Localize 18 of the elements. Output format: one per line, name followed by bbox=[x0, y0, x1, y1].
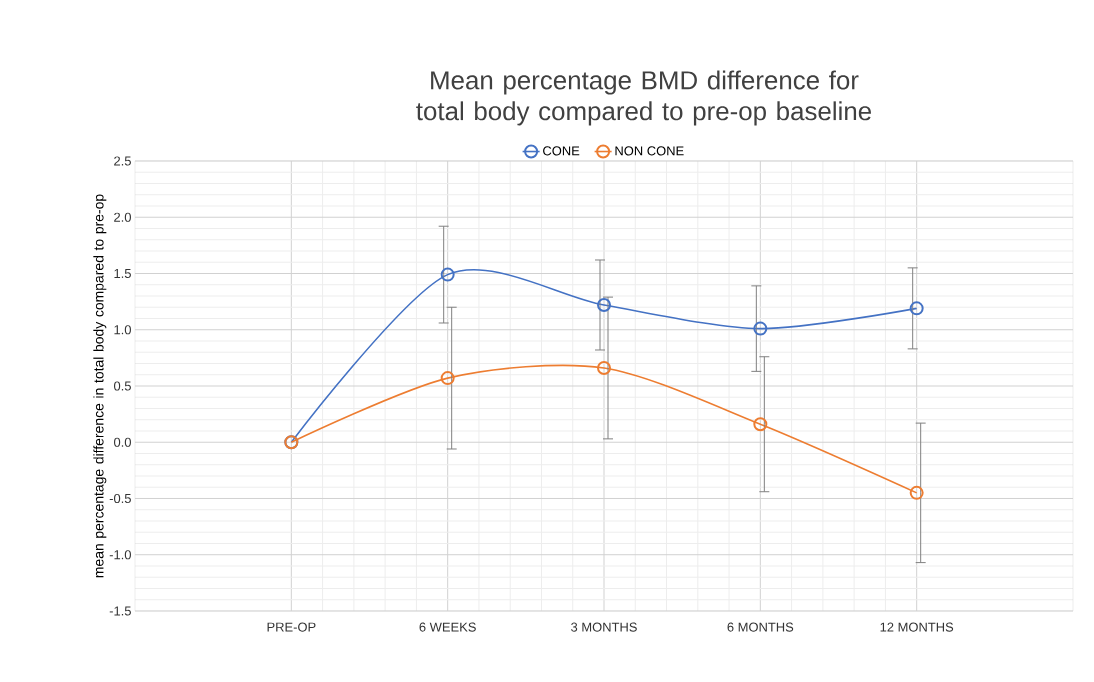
chart-title: Mean percentage BMD difference for total body compared to pre-op baseline bbox=[416, 70, 871, 126]
legend-label: NON CONE bbox=[615, 146, 684, 156]
x-tick-label: 3 MONTHS bbox=[571, 622, 637, 632]
y-tick-label: -0.5 bbox=[109, 493, 131, 504]
y-tick-label: 1.0 bbox=[114, 325, 131, 335]
y-axis-title: mean percentage difference in total body compared to pre-op bbox=[93, 194, 107, 578]
y-tick-label: -1.5 bbox=[109, 606, 131, 616]
legend-label: CONE bbox=[543, 146, 580, 156]
y-tick-label: 2.0 bbox=[114, 212, 131, 222]
x-tick-label: PRE-OP bbox=[267, 622, 316, 632]
y-tick-label: 2.5 bbox=[114, 156, 131, 166]
x-tick-label: 6 WEEKS bbox=[419, 622, 476, 632]
y-tick-label: 1.5 bbox=[114, 268, 131, 278]
x-tick-label: 12 MONTHS bbox=[880, 622, 954, 632]
x-tick-label: 6 MONTHS bbox=[727, 622, 794, 632]
y-tick-label: 0.0 bbox=[113, 437, 131, 447]
y-tick-label: -1.0 bbox=[109, 550, 131, 560]
y-tick-label: 0.5 bbox=[113, 381, 131, 391]
